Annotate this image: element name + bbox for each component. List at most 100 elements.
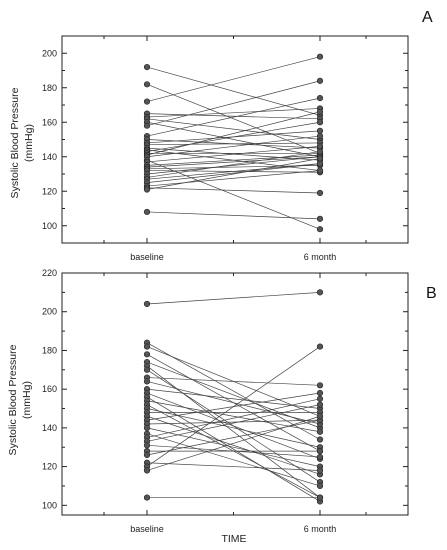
panel-a-xtick-label: 6 month <box>304 252 337 262</box>
panel-a-point-6month <box>316 160 324 167</box>
panel-a-point-baseline <box>143 98 151 105</box>
panel-b-series-line <box>146 377 321 386</box>
panel-b-point-6month <box>316 494 324 501</box>
panel-a-ylabel: Systolic Blood Pressure <box>9 87 21 198</box>
panel-b-point-baseline <box>143 467 151 474</box>
panel-b-ytick-label: 180 <box>42 345 57 355</box>
panel-a-point-6month <box>316 143 324 150</box>
panel-b-point-baseline <box>143 300 151 308</box>
panel-a-point-6month <box>316 77 324 84</box>
panel-b-series-line <box>146 400 321 433</box>
panel-b-point-6month <box>316 436 324 443</box>
panel-b-point-6month <box>316 482 324 490</box>
panel-a-series-line <box>146 66 321 116</box>
panel-b-point-baseline <box>143 424 151 431</box>
panel-a-ytick-label: 140 <box>42 152 57 162</box>
panel-b-ytick-label: 100 <box>42 500 57 510</box>
panel-a-point-6month <box>316 53 324 60</box>
panel-a-series-line <box>146 142 321 146</box>
panel-a-series-line <box>146 108 321 118</box>
panel-b-xtick-label: baseline <box>130 524 164 534</box>
panel-a-point-baseline <box>143 81 151 88</box>
panel-a-series-line <box>146 187 321 194</box>
panel-b-series-line <box>146 342 321 440</box>
panel-b-point-baseline <box>143 351 151 358</box>
panel-a-ytick-label: 100 <box>42 221 57 231</box>
panel-b-point-baseline <box>143 343 151 350</box>
panel-a-point-6month <box>316 119 324 126</box>
panel-b-series-line <box>146 365 321 498</box>
panel-b-point-6month <box>316 413 324 420</box>
panel-b-point-6month <box>316 428 324 435</box>
panel-b-xlabel: TIME <box>221 533 246 545</box>
panel-a-series-line <box>146 163 321 183</box>
panel-b-ylabel: Systolic Blood Pressure <box>7 344 19 455</box>
panel-b-series-line <box>146 404 321 442</box>
panel-b-point-6month <box>316 448 324 455</box>
panel-a-series-line <box>146 154 321 166</box>
panel-b-point-6month <box>316 389 324 397</box>
panel-a-point-baseline <box>143 122 151 129</box>
panel-b-point-6month <box>316 289 324 296</box>
panel-a-series-line <box>146 80 321 127</box>
panel-b-point-6month <box>316 395 324 402</box>
panel-b-point-6month <box>316 453 324 461</box>
panel-a-ytick-label: 120 <box>42 186 57 196</box>
panel-a-series-line <box>146 118 321 140</box>
panel-b-point-baseline <box>143 366 151 373</box>
panel-b-series-line <box>146 408 321 448</box>
panel-b-point-6month <box>316 343 324 350</box>
panel-a: A Systolic Blood Pressure (mmHg) 100 120 1… <box>9 9 433 262</box>
panel-a-xtick-label: baseline <box>130 252 164 262</box>
panel-b-plot-frame <box>61 272 409 516</box>
panel-b-xtick-label: 6 month <box>304 524 337 534</box>
panel-b-series-line <box>146 419 321 456</box>
panel-a-ytick-label: 200 <box>42 48 57 58</box>
panel-b-series-line <box>146 415 321 471</box>
panel-b-series-line <box>146 346 321 467</box>
panel-a-series-line <box>146 146 321 163</box>
panel-b-point-baseline <box>143 378 151 385</box>
panel-a-series-line <box>146 83 321 154</box>
panel-b-point-6month <box>316 401 324 408</box>
panel-b-series-line <box>146 419 321 425</box>
panel-b-series-line <box>146 292 321 305</box>
panel-a-series-line <box>146 135 321 158</box>
panel-a-point-6month <box>316 108 324 115</box>
panel-a-point-6month <box>316 155 324 162</box>
panel-a-point-6month <box>316 148 324 155</box>
panel-b-series-line <box>146 381 321 425</box>
panel-a-series-line <box>146 121 321 158</box>
panel-a-series-line <box>146 121 321 152</box>
panel-b-series-line <box>146 433 321 487</box>
panel-a-point-baseline <box>143 186 151 193</box>
panel-b-ytick-label: 220 <box>42 268 57 278</box>
panel-b-series-line <box>146 427 321 467</box>
panel-a-yunit: (mmHg) <box>23 124 35 162</box>
panel-a-point-6month <box>316 167 324 174</box>
panel-a-series-line <box>146 111 321 156</box>
panel-a-series-line <box>146 211 321 220</box>
panel-b-point-baseline <box>143 442 151 449</box>
panel-a-series-line <box>146 97 321 137</box>
panel-a-series-line <box>146 151 321 178</box>
panel-b-series-line <box>146 392 321 460</box>
panel-b-ytick-label: 120 <box>42 462 57 472</box>
panel-b-ytick-label: 160 <box>42 384 57 394</box>
panel-a-series-line <box>146 163 321 180</box>
panel-a-series-line <box>146 113 321 120</box>
panel-a-point-baseline <box>143 208 151 216</box>
panel-a-point-6month <box>316 132 324 140</box>
panel-a-ytick-label: 180 <box>42 83 57 93</box>
panel-a-point-6month <box>316 189 324 197</box>
panel-b-point-6month <box>316 382 324 389</box>
panel-a-series-line <box>146 158 321 190</box>
panel-a-ytick-label: 160 <box>42 117 57 127</box>
panel-a-point-baseline <box>143 63 151 71</box>
panel-b-point-baseline <box>143 494 151 501</box>
panel-a-letter: A <box>422 9 433 26</box>
panel-a-point-6month <box>316 215 324 222</box>
panel-b-series-line <box>146 396 321 502</box>
panel-b-series-line <box>146 398 321 438</box>
